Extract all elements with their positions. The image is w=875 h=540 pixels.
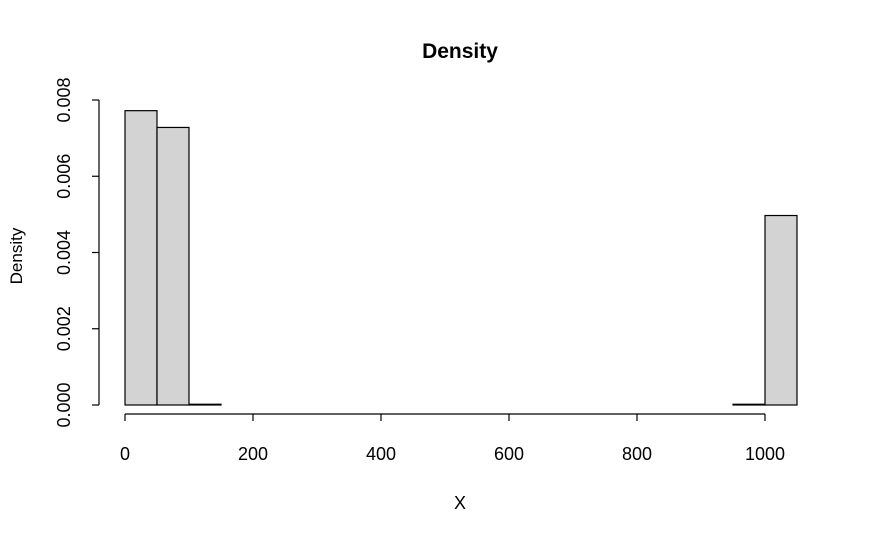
x-axis: 0 200 400 600 800 1000 (120, 413, 785, 464)
x-axis-label: X (454, 493, 466, 513)
x-tick-label: 600 (494, 444, 524, 464)
y-tick-label: 0.006 (54, 154, 74, 199)
histogram-bar (732, 403, 766, 406)
y-tick-label: 0.002 (54, 306, 74, 351)
histogram-bar (188, 403, 222, 406)
y-tick-label: 0.004 (54, 230, 74, 275)
y-axis: 0.000 0.002 0.004 0.006 0.008 (54, 77, 100, 428)
histogram-bar (156, 126, 190, 406)
y-axis-label: Density (7, 227, 26, 284)
y-tick-label: 0.008 (54, 77, 74, 122)
y-tick-label: 0.000 (54, 382, 74, 427)
histogram-bar (764, 214, 798, 406)
histogram-bar (124, 110, 158, 406)
x-tick-label: 0 (120, 444, 130, 464)
x-tick-label: 400 (366, 444, 396, 464)
bars-group (124, 110, 798, 406)
x-tick-label: 200 (238, 444, 268, 464)
chart-title: Density (422, 40, 498, 63)
x-tick-label: 800 (622, 444, 652, 464)
x-tick-label: 1000 (745, 444, 785, 464)
